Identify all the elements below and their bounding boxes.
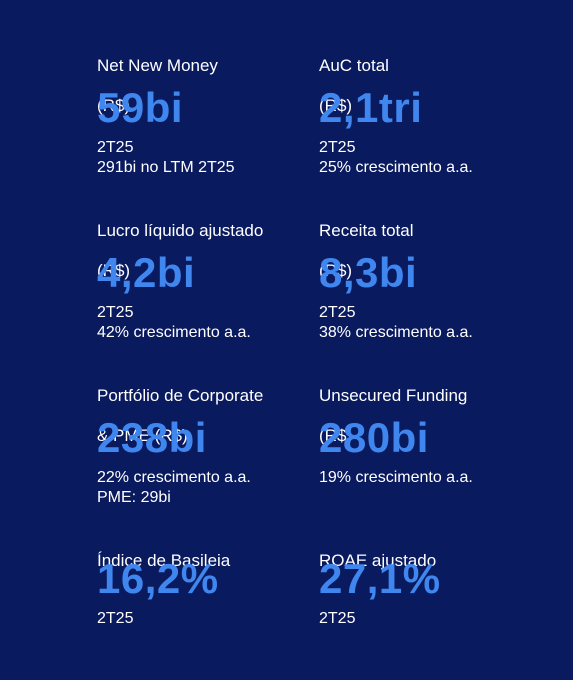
metric-label-line2: (R$) — [319, 261, 353, 280]
metric-label-line1: Índice de Basileia — [97, 551, 231, 570]
metric-label: ROAE ajustado — [319, 531, 537, 611]
metric-label-line2: (R$) — [319, 96, 353, 115]
metric-details: 2T25 — [319, 609, 355, 629]
metric-detail-2: 38% crescimento a.a. — [319, 324, 473, 341]
metric-label: Unsecured Funding (R$) — [319, 366, 537, 466]
metric-roae-ajustado: ROAE ajustado 27,1% 2T25 — [319, 531, 537, 651]
metric-label-line1: Receita total — [319, 221, 414, 240]
metric-details: 2T25 291bi no LTM 2T25 — [97, 138, 235, 178]
metric-details: 2T25 25% crescimento a.a. — [319, 138, 473, 178]
metric-details: 2T25 42% crescimento a.a. — [97, 303, 251, 343]
metric-label: Lucro líquido ajustado (R$) — [97, 201, 319, 301]
metric-label-line1: Lucro líquido ajustado — [97, 221, 264, 240]
metric-value: 8,3bi — [319, 249, 418, 296]
metric-indice-basileia: Índice de Basileia 16,2% 2T25 — [97, 531, 319, 651]
metrics-grid: Net New Money (R$) 59bi 2T25 291bi no LT… — [97, 36, 537, 651]
metric-detail-2: 25% crescimento a.a. — [319, 159, 473, 176]
metric-value: 59bi — [97, 84, 184, 131]
metric-label-line1: Unsecured Funding — [319, 386, 468, 405]
metric-value: 238bi — [97, 414, 207, 461]
metric-label-line1: Portfólio de Corporate — [97, 386, 264, 405]
metric-details: 2T25 — [97, 609, 133, 629]
metric-value: 27,1% — [319, 555, 441, 602]
metric-detail-1: 2T25 — [97, 139, 134, 156]
metric-label: Índice de Basileia — [97, 531, 319, 611]
metric-value: 280bi — [319, 414, 429, 461]
metric-detail-2: 291bi no LTM 2T25 — [97, 159, 235, 176]
metric-lucro-liquido: Lucro líquido ajustado (R$) 4,2bi 2T25 4… — [97, 201, 319, 366]
metric-value: 4,2bi — [97, 249, 196, 296]
metric-label: AuC total (R$) — [319, 36, 537, 136]
metric-label-line2: (R$) — [319, 426, 353, 445]
metric-details: 19% crescimento a.a. — [319, 468, 473, 488]
metric-auc-total: AuC total (R$) 2,1tri 2T25 25% crescimen… — [319, 36, 537, 201]
metric-receita-total: Receita total (R$) 8,3bi 2T25 38% cresci… — [319, 201, 537, 366]
metric-details: 22% crescimento a.a. PME: 29bi — [97, 468, 251, 508]
metric-detail-1: 2T25 — [319, 610, 356, 627]
metric-label-line2: & PME (R$) — [97, 426, 188, 445]
metric-detail-2: PME: 29bi — [97, 489, 171, 506]
metric-value: 2,1tri — [319, 84, 423, 131]
metric-value: 16,2% — [97, 555, 219, 602]
metric-detail-1: 2T25 — [319, 139, 356, 156]
metric-portfolio-corporate-pme: Portfólio de Corporate & PME (R$) 238bi … — [97, 366, 319, 531]
metric-net-new-money: Net New Money (R$) 59bi 2T25 291bi no LT… — [97, 36, 319, 201]
metric-label-line2: (R$) — [97, 96, 131, 115]
metric-label: Receita total (R$) — [319, 201, 537, 301]
metric-label-line1: AuC total — [319, 56, 389, 75]
metric-detail-1: 2T25 — [97, 304, 134, 321]
metric-unsecured-funding: Unsecured Funding (R$) 280bi 19% crescim… — [319, 366, 537, 531]
metric-details: 2T25 38% crescimento a.a. — [319, 303, 473, 343]
metric-label-line2: (R$) — [97, 261, 131, 280]
metric-detail-1: 22% crescimento a.a. — [97, 469, 251, 486]
metric-detail-1: 19% crescimento a.a. — [319, 469, 473, 486]
metric-label: Net New Money (R$) — [97, 36, 319, 136]
metric-detail-1: 2T25 — [97, 610, 134, 627]
metric-detail-1: 2T25 — [319, 304, 356, 321]
metric-label-line1: ROAE ajustado — [319, 551, 437, 570]
metric-label-line1: Net New Money — [97, 56, 218, 75]
metric-label: Portfólio de Corporate & PME (R$) — [97, 366, 319, 466]
metric-detail-2: 42% crescimento a.a. — [97, 324, 251, 341]
